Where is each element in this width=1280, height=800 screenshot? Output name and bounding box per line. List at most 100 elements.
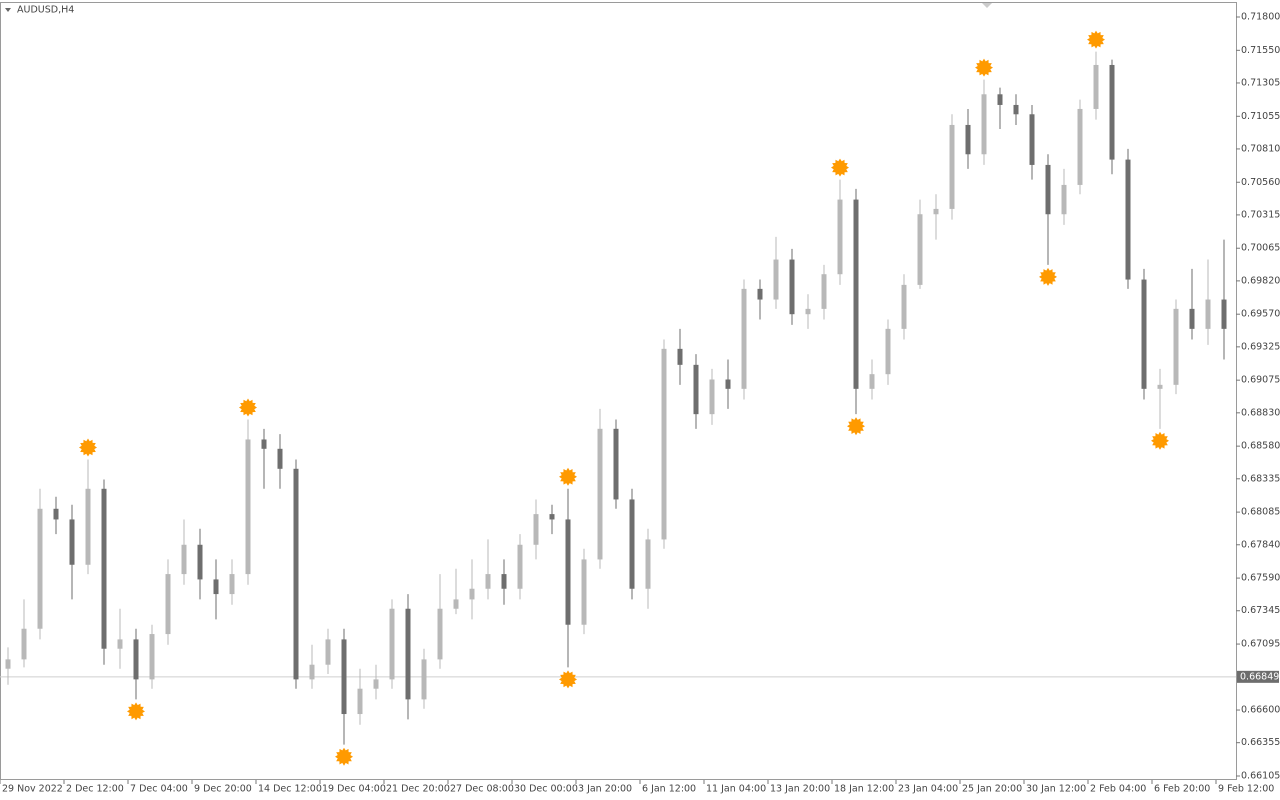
x-tick-label: 11 Jan 04:00 (706, 784, 766, 795)
candle-body (309, 664, 315, 680)
current-price-label: 0.66849 (1240, 671, 1279, 682)
candle-body (645, 539, 651, 589)
candle-body (549, 514, 555, 520)
candle-body (1189, 308, 1195, 329)
candle-body (53, 508, 59, 520)
candle-body (21, 628, 27, 660)
candle-body (261, 439, 267, 449)
candle-body (5, 659, 11, 669)
candle-body (709, 379, 715, 415)
x-tick-label: 7 Dec 04:00 (130, 784, 188, 795)
up-fractal (239, 398, 257, 417)
y-tick-label: 0.70065 (1241, 243, 1280, 254)
candle-body (37, 508, 43, 629)
candle-body (501, 574, 507, 589)
candle-body (869, 374, 875, 389)
x-tick-label: 2 Feb 04:00 (1090, 784, 1146, 795)
x-tick-label: 27 Dec 08:00 (450, 784, 514, 795)
candle-body (533, 514, 539, 545)
candle-body (581, 559, 587, 625)
candle-body (437, 608, 443, 660)
candle-body (453, 599, 459, 609)
candle-body (1077, 108, 1083, 185)
candle-body (837, 199, 843, 275)
candle-body (133, 639, 139, 680)
candle-body (149, 634, 155, 680)
menu-triangle[interactable] (5, 8, 11, 12)
y-tick-label: 0.68830 (1241, 407, 1280, 418)
x-tick-label: 2 Dec 12:00 (66, 784, 124, 795)
x-tick-label: 25 Jan 20:00 (962, 784, 1022, 795)
x-tick-label: 30 Jan 12:00 (1026, 784, 1086, 795)
candle-body (1029, 114, 1035, 165)
y-tick-label: 0.70315 (1241, 209, 1280, 220)
candle-body (597, 428, 603, 560)
x-tick-label: 19 Dec 04:00 (322, 784, 386, 795)
up-fractal (559, 467, 577, 486)
candle-body (165, 574, 171, 635)
candle-body (229, 574, 235, 595)
down-fractal (1151, 431, 1169, 450)
candle-body (997, 94, 1003, 105)
candle-body (981, 94, 987, 155)
candle-body (1093, 64, 1099, 109)
candle-body (197, 544, 203, 580)
candle-body (757, 288, 763, 300)
candle-body (181, 544, 187, 575)
candle-body (661, 348, 667, 540)
candle-body (69, 519, 75, 565)
down-fractal (847, 417, 865, 436)
candle-body (901, 284, 907, 329)
candle-body (1045, 164, 1051, 215)
candle-body (101, 488, 107, 649)
x-tick-label: 3 Jan 20:00 (578, 784, 632, 795)
y-tick-label: 0.67095 (1241, 639, 1280, 650)
chart-title: AUDUSD,H4 (17, 5, 74, 16)
y-tick-label: 0.69570 (1241, 309, 1280, 320)
candle-body (373, 679, 379, 689)
y-tick-label: 0.71550 (1241, 45, 1280, 56)
y-tick-label: 0.69075 (1241, 375, 1280, 386)
candle-body (1173, 308, 1179, 385)
candle-body (277, 448, 283, 469)
x-tick-label: 9 Dec 20:00 (194, 784, 252, 795)
candle-body (773, 259, 779, 300)
y-tick-label: 0.67590 (1241, 573, 1280, 584)
down-fractal (335, 747, 353, 766)
y-tick-label: 0.67840 (1241, 539, 1280, 550)
candle-body (389, 608, 395, 680)
current-price-box (1237, 670, 1279, 683)
x-tick-label: 14 Dec 12:00 (258, 784, 322, 795)
candle-body (293, 468, 299, 680)
candle-body (613, 428, 619, 500)
x-tick-label: 13 Jan 20:00 (770, 784, 830, 795)
y-tick-label: 0.70810 (1241, 143, 1280, 154)
y-tick-label: 0.69820 (1241, 275, 1280, 286)
up-fractal (975, 58, 993, 77)
down-fractal (559, 670, 577, 689)
up-fractal (79, 438, 97, 457)
candle-body (965, 124, 971, 155)
candle-body (677, 348, 683, 365)
x-tick-label: 21 Dec 20:00 (386, 784, 450, 795)
candle-body (725, 379, 731, 389)
x-tick-label: 30 Dec 00:00 (514, 784, 578, 795)
candle-body (789, 259, 795, 315)
y-tick-label: 0.66355 (1241, 737, 1280, 748)
candle-body (885, 328, 891, 375)
up-fractal (831, 158, 849, 177)
candle-body (85, 488, 91, 565)
y-tick-label: 0.68580 (1241, 441, 1280, 452)
candle-body (629, 499, 635, 589)
candle-body (517, 544, 523, 589)
y-tick-label: 0.66600 (1241, 705, 1280, 716)
down-fractal (1039, 267, 1057, 286)
y-tick-label: 0.71055 (1241, 111, 1280, 122)
candle-body (821, 274, 827, 309)
candle-body (1221, 299, 1227, 329)
y-tick-label: 0.68085 (1241, 507, 1280, 518)
candle-body (805, 308, 811, 315)
x-tick-label: 23 Jan 04:00 (898, 784, 958, 795)
y-tick-label: 0.66105 (1241, 771, 1280, 782)
